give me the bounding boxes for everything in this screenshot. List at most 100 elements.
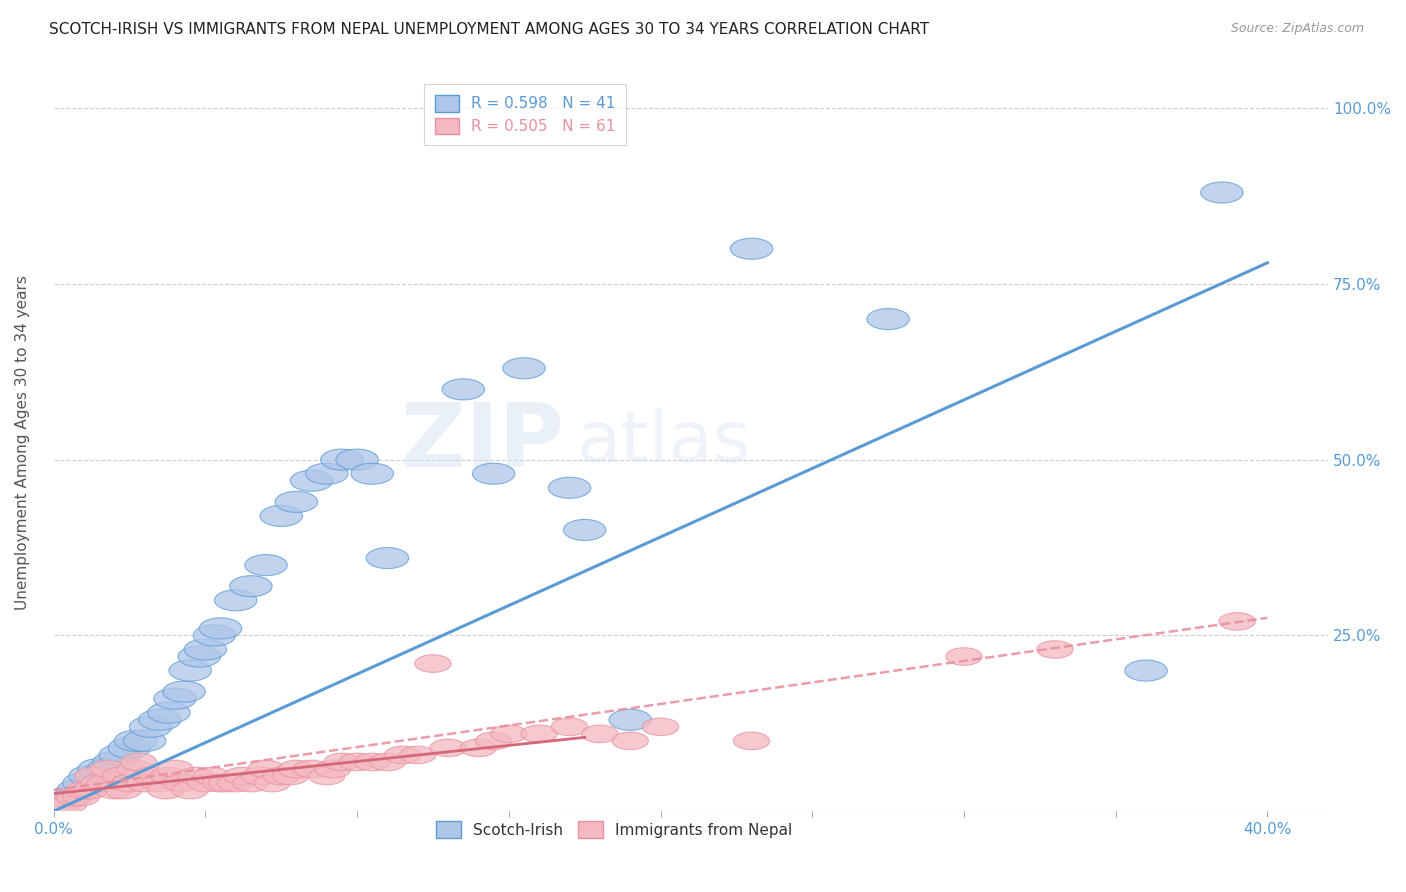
- Ellipse shape: [224, 767, 260, 785]
- Ellipse shape: [114, 731, 157, 751]
- Ellipse shape: [1125, 660, 1167, 681]
- Ellipse shape: [150, 767, 187, 785]
- Ellipse shape: [384, 746, 420, 764]
- Ellipse shape: [441, 379, 485, 400]
- Ellipse shape: [63, 772, 105, 794]
- Ellipse shape: [522, 725, 557, 743]
- Ellipse shape: [336, 449, 378, 470]
- Ellipse shape: [215, 590, 257, 611]
- Text: Source: ZipAtlas.com: Source: ZipAtlas.com: [1230, 22, 1364, 36]
- Ellipse shape: [105, 781, 142, 799]
- Ellipse shape: [323, 753, 360, 771]
- Ellipse shape: [63, 789, 100, 805]
- Ellipse shape: [946, 648, 983, 665]
- Ellipse shape: [294, 760, 330, 778]
- Ellipse shape: [551, 718, 588, 736]
- Ellipse shape: [187, 774, 224, 792]
- Ellipse shape: [202, 774, 239, 792]
- Ellipse shape: [278, 760, 315, 778]
- Ellipse shape: [730, 238, 773, 260]
- Ellipse shape: [229, 575, 273, 597]
- Ellipse shape: [157, 760, 193, 778]
- Ellipse shape: [45, 796, 82, 813]
- Ellipse shape: [193, 625, 236, 646]
- Ellipse shape: [564, 519, 606, 541]
- Ellipse shape: [612, 732, 648, 749]
- Text: SCOTCH-IRISH VS IMMIGRANTS FROM NEPAL UNEMPLOYMENT AMONG AGES 30 TO 34 YEARS COR: SCOTCH-IRISH VS IMMIGRANTS FROM NEPAL UN…: [49, 22, 929, 37]
- Text: atlas: atlas: [576, 408, 751, 476]
- Ellipse shape: [643, 718, 679, 736]
- Ellipse shape: [77, 758, 121, 780]
- Ellipse shape: [127, 774, 163, 792]
- Ellipse shape: [208, 774, 245, 792]
- Ellipse shape: [1219, 613, 1256, 630]
- Ellipse shape: [56, 789, 93, 805]
- Ellipse shape: [734, 732, 769, 749]
- Ellipse shape: [218, 774, 254, 792]
- Y-axis label: Unemployment Among Ages 30 to 34 years: Unemployment Among Ages 30 to 34 years: [15, 275, 30, 609]
- Ellipse shape: [117, 760, 153, 778]
- Ellipse shape: [124, 731, 166, 751]
- Ellipse shape: [339, 753, 375, 771]
- Ellipse shape: [399, 746, 436, 764]
- Ellipse shape: [163, 681, 205, 702]
- Ellipse shape: [75, 767, 111, 785]
- Ellipse shape: [290, 470, 333, 491]
- Ellipse shape: [153, 688, 197, 709]
- Ellipse shape: [111, 774, 148, 792]
- Ellipse shape: [148, 781, 184, 799]
- Ellipse shape: [172, 781, 208, 799]
- Ellipse shape: [475, 732, 512, 749]
- Ellipse shape: [90, 760, 127, 778]
- Ellipse shape: [87, 758, 129, 780]
- Ellipse shape: [245, 555, 287, 575]
- Ellipse shape: [66, 781, 103, 799]
- Ellipse shape: [415, 655, 451, 673]
- Ellipse shape: [121, 753, 157, 771]
- Legend: Scotch-Irish, Immigrants from Nepal: Scotch-Irish, Immigrants from Nepal: [430, 815, 799, 844]
- Ellipse shape: [1036, 640, 1073, 658]
- Ellipse shape: [247, 760, 284, 778]
- Ellipse shape: [184, 639, 226, 660]
- Ellipse shape: [254, 774, 290, 792]
- Ellipse shape: [491, 725, 527, 743]
- Ellipse shape: [868, 309, 910, 329]
- Ellipse shape: [129, 716, 172, 738]
- Ellipse shape: [1201, 182, 1243, 203]
- Ellipse shape: [100, 745, 142, 765]
- Ellipse shape: [352, 463, 394, 484]
- Ellipse shape: [305, 463, 347, 484]
- Ellipse shape: [472, 463, 515, 484]
- Ellipse shape: [370, 753, 405, 771]
- Ellipse shape: [460, 739, 496, 756]
- Ellipse shape: [321, 449, 363, 470]
- Ellipse shape: [366, 548, 409, 568]
- Ellipse shape: [132, 767, 169, 785]
- Ellipse shape: [96, 781, 132, 799]
- Ellipse shape: [72, 781, 108, 799]
- Ellipse shape: [609, 709, 651, 731]
- Ellipse shape: [232, 774, 269, 792]
- Ellipse shape: [169, 660, 211, 681]
- Ellipse shape: [242, 767, 278, 785]
- Ellipse shape: [93, 751, 135, 772]
- Ellipse shape: [142, 774, 179, 792]
- Ellipse shape: [260, 506, 302, 526]
- Text: ZIP: ZIP: [401, 399, 564, 485]
- Ellipse shape: [273, 767, 308, 785]
- Ellipse shape: [82, 774, 117, 792]
- Ellipse shape: [48, 787, 90, 807]
- Ellipse shape: [308, 767, 344, 785]
- Ellipse shape: [56, 780, 100, 801]
- Ellipse shape: [548, 477, 591, 499]
- Ellipse shape: [69, 765, 111, 787]
- Ellipse shape: [148, 702, 190, 723]
- Ellipse shape: [276, 491, 318, 512]
- Ellipse shape: [103, 767, 139, 785]
- Ellipse shape: [108, 738, 150, 758]
- Ellipse shape: [139, 709, 181, 731]
- Ellipse shape: [87, 774, 124, 792]
- Ellipse shape: [179, 767, 215, 785]
- Ellipse shape: [315, 760, 352, 778]
- Ellipse shape: [200, 618, 242, 639]
